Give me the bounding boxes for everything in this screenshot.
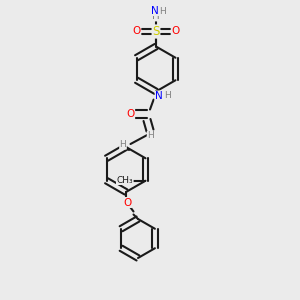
Text: N: N [155,91,163,101]
Text: H: H [120,140,126,149]
Text: O: O [132,26,141,37]
Text: H: H [164,92,171,100]
Text: N: N [151,5,158,16]
Text: H: H [147,131,154,140]
Text: CH₃: CH₃ [116,176,133,185]
Text: O: O [123,197,132,208]
Text: H: H [159,7,165,16]
Text: O: O [171,26,180,37]
Text: O: O [126,109,135,119]
Text: S: S [152,25,160,38]
Text: O: O [125,176,133,186]
Text: H: H [152,11,160,21]
